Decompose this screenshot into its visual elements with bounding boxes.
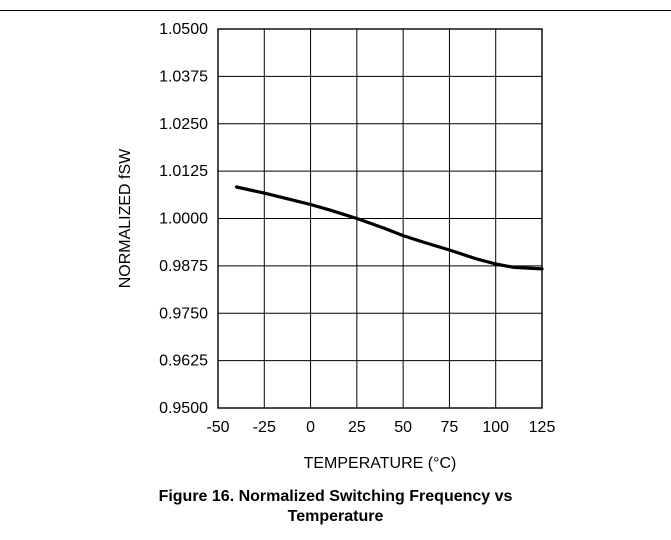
x-tick-label: 125 — [529, 419, 556, 436]
series-layer — [234, 185, 544, 271]
x-tick-label: 75 — [441, 419, 459, 436]
y-tick-label: 1.0500 — [159, 21, 208, 38]
x-axis-title: TEMPERATURE (°C) — [304, 455, 457, 472]
y-tick-label: 1.0000 — [159, 211, 208, 228]
series-line — [234, 185, 544, 271]
x-tick-label: 0 — [306, 419, 315, 436]
figure-caption: Figure 16. Normalized Switching Frequenc… — [0, 487, 671, 527]
x-tick-label: -25 — [253, 419, 276, 436]
y-tick-labels: 0.9500 0.9625 0.9750 0.9875 1.0000 1.0125 1.02… — [159, 21, 208, 417]
x-tick-labels: -50 -25 0 25 50 75 100 125 — [206, 419, 555, 436]
grid — [217, 28, 543, 409]
y-axis-title: NORMALIZED fSW — [117, 148, 134, 288]
plot-frame — [217, 28, 543, 409]
x-tick-label: -50 — [206, 419, 229, 436]
x-tick-label: 50 — [394, 419, 412, 436]
x-tick-label: 25 — [348, 419, 366, 436]
top-rule — [0, 10, 671, 11]
y-tick-label: 0.9875 — [159, 258, 208, 275]
x-tick-label: 100 — [482, 419, 509, 436]
caption-line-2: Temperature — [287, 508, 384, 525]
y-tick-label: 0.9500 — [159, 400, 208, 417]
y-tick-label: 1.0375 — [159, 68, 208, 85]
caption-line-1: Figure 16. Normalized Switching Frequenc… — [158, 488, 513, 505]
y-tick-label: 1.0125 — [159, 163, 208, 180]
y-tick-label: 1.0250 — [159, 116, 208, 133]
y-tick-label: 0.9625 — [159, 353, 208, 370]
y-tick-label: 0.9750 — [159, 305, 208, 322]
